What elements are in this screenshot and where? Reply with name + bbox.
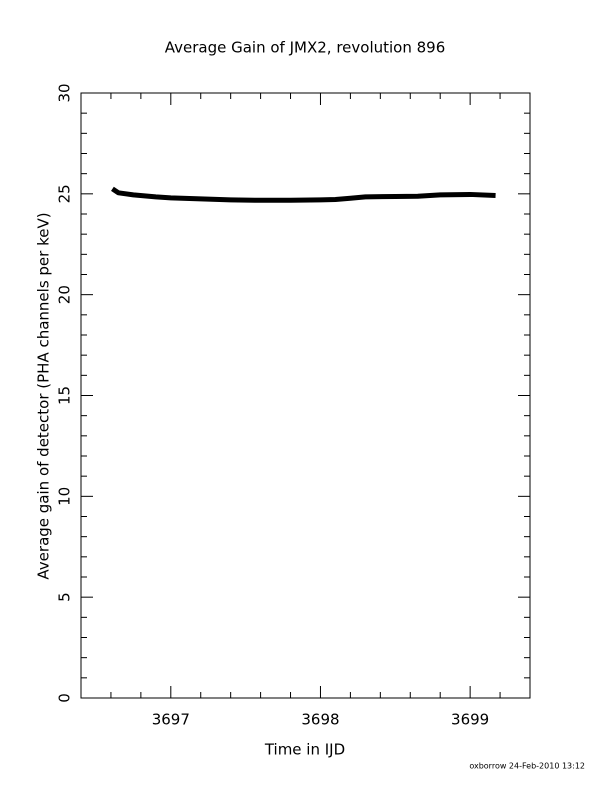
x-axis-label: Time in IJD xyxy=(264,741,345,759)
y-axis-label: Average gain of detector (PHA channels p… xyxy=(35,212,53,579)
chart-title: Average Gain of JMX2, revolution 896 xyxy=(165,39,446,57)
y-tick-label: 10 xyxy=(56,487,74,506)
y-tick-label: 20 xyxy=(56,285,74,304)
y-tick-label: 15 xyxy=(56,386,74,405)
data-line xyxy=(111,186,496,203)
y-tick-label: 5 xyxy=(56,592,74,602)
footer: oxborrow 24-Feb-2010 13:12 xyxy=(469,762,585,771)
y-tick-label: 0 xyxy=(56,693,74,703)
plot-frame xyxy=(80,92,531,699)
x-tick-label: 3698 xyxy=(301,711,339,729)
x-tick-label: 3697 xyxy=(152,711,190,729)
y-tick-label: 30 xyxy=(56,83,74,102)
x-tick-label: 3699 xyxy=(451,711,489,729)
y-tick-label: 25 xyxy=(56,184,74,203)
